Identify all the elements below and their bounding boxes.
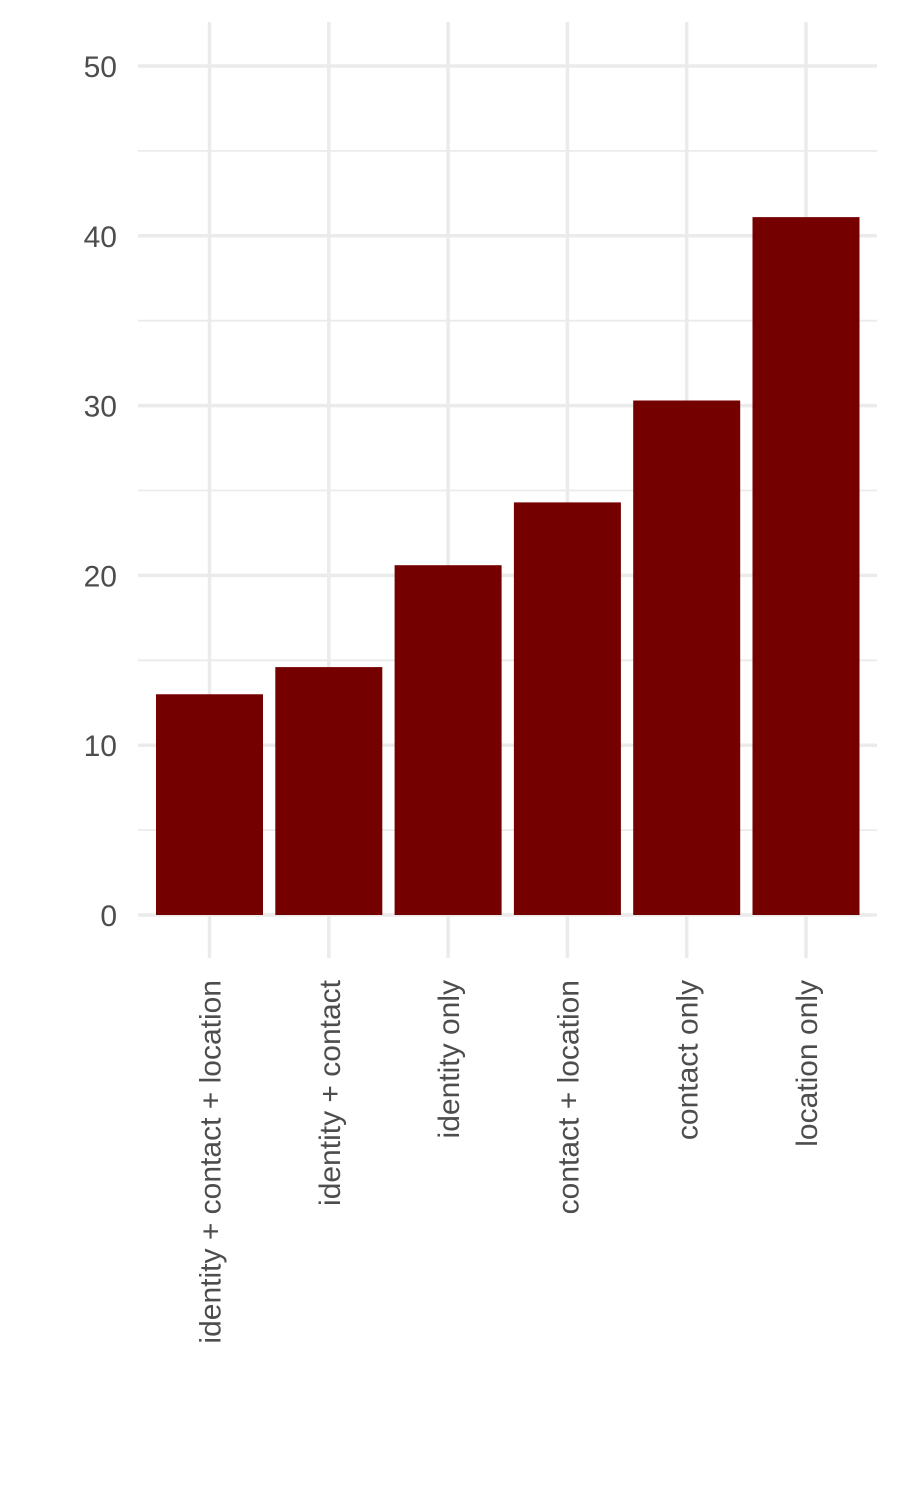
x-tick-label: identity + contact + location: [195, 980, 228, 1344]
y-tick-label: 50: [84, 51, 117, 84]
bar: [752, 217, 860, 915]
y-tick-label: 20: [84, 560, 117, 593]
x-tick-label: contact only: [672, 980, 705, 1140]
x-tick-label: identity only: [433, 980, 466, 1138]
x-tick-label: location only: [791, 980, 824, 1147]
x-axis-tick-labels: identity + contact + location identity + …: [195, 979, 825, 1343]
y-tick-label: 10: [84, 730, 117, 763]
y-tick-label: 40: [84, 221, 117, 254]
y-tick-label: 30: [84, 391, 117, 424]
bars-layer: [156, 217, 860, 916]
x-tick-label: identity + contact: [314, 979, 347, 1206]
bar: [156, 694, 263, 915]
bar: [275, 667, 383, 915]
bar: [633, 400, 741, 916]
y-axis-tick-labels: 0 10 20 30 40 50: [84, 51, 117, 933]
bar: [513, 502, 621, 915]
x-tick-label: contact + location: [552, 980, 585, 1214]
bar: [394, 565, 502, 915]
y-tick-label: 0: [100, 900, 117, 933]
